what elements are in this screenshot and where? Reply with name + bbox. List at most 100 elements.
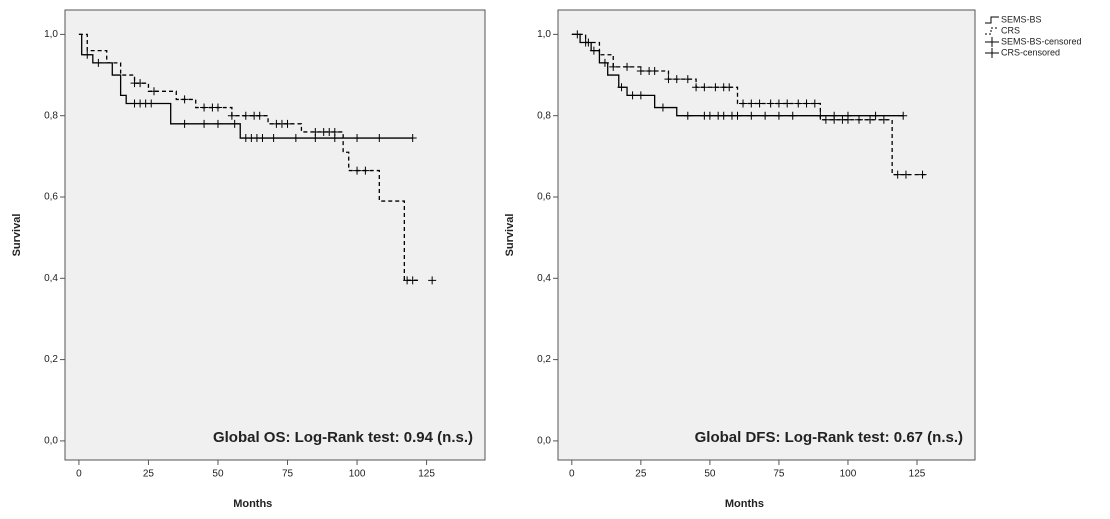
censor-mark [623, 62, 632, 71]
censor-mark [761, 111, 770, 120]
plot-area [557, 9, 976, 461]
y-axis-title: Survival [11, 214, 23, 257]
censor-mark [700, 83, 709, 92]
censor-mark [855, 115, 864, 124]
censor-mark [589, 46, 598, 55]
censor-mark [810, 99, 819, 108]
censor-mark [600, 58, 609, 67]
censor-mark [747, 99, 756, 108]
legend-label: SEMS-BS [1001, 14, 1042, 24]
x-tick-label: 125 [418, 469, 435, 480]
censor-mark [200, 103, 209, 112]
censor-mark [871, 111, 880, 120]
censor-mark [241, 111, 250, 120]
censor-mark [636, 91, 645, 100]
censor-mark [879, 115, 888, 124]
censor-mark [747, 111, 756, 120]
censor-mark [428, 276, 437, 285]
censor-mark [788, 111, 797, 120]
plot-area [64, 9, 486, 461]
censor-mark [794, 99, 803, 108]
censor-mark [705, 111, 714, 120]
censor-mark [893, 170, 902, 179]
censor-mark [150, 87, 159, 96]
censor-mark [816, 111, 825, 120]
censor-mark [918, 170, 927, 179]
censor-mark [683, 111, 692, 120]
x-tick-label: 50 [704, 469, 716, 480]
legend-label: SEMS-BS-censored [1001, 36, 1082, 46]
x-tick-label: 25 [143, 469, 155, 480]
censor-mark [628, 91, 637, 100]
censor-mark [255, 111, 264, 120]
x-tick-label: 75 [282, 469, 294, 480]
legend-label: CRS [1001, 25, 1020, 35]
censor-mark [361, 166, 370, 175]
censor-mark [311, 127, 320, 136]
y-tick-label: 0,8 [44, 110, 58, 121]
x-tick-label: 0 [569, 469, 575, 480]
censor-mark [774, 99, 783, 108]
censor-mark [609, 62, 618, 71]
censor-mark [711, 83, 720, 92]
x-tick-label: 100 [840, 469, 857, 480]
y-tick-label: 0,4 [44, 273, 58, 284]
annotation: Global DFS: Log-Rank test: 0.67 (n.s.) [695, 429, 963, 446]
censor-mark [843, 115, 852, 124]
censor-mark [733, 111, 742, 120]
censor-mark [227, 111, 236, 120]
legend-label: CRS-censored [1001, 47, 1060, 57]
censor-mark [83, 50, 92, 59]
censor-mark [755, 99, 764, 108]
censor-mark [664, 75, 673, 84]
censor-mark [692, 83, 701, 92]
censor-mark [739, 99, 748, 108]
censor-mark [94, 58, 103, 67]
censor-mark [258, 134, 267, 143]
censor-mark [230, 119, 239, 128]
censor-mark [375, 134, 384, 143]
y-tick-label: 1,0 [44, 29, 58, 40]
x-tick-label: 75 [773, 469, 785, 480]
censor-mark [783, 99, 792, 108]
x-axis-title: Months [233, 498, 272, 510]
x-axis-title: Months [725, 498, 764, 510]
censor-mark [866, 115, 875, 124]
censor-mark [821, 115, 830, 124]
censor-mark [901, 170, 910, 179]
y-tick-label: 0,4 [537, 273, 551, 284]
y-tick-label: 0,8 [537, 110, 551, 121]
y-tick-label: 0,2 [44, 354, 58, 365]
legend-symbol [985, 16, 999, 24]
x-tick-label: 50 [212, 469, 224, 480]
censor-mark [353, 166, 362, 175]
censor-mark [774, 111, 783, 120]
censor-mark [408, 276, 417, 285]
censor-mark [330, 127, 339, 136]
x-tick-label: 100 [349, 469, 366, 480]
censor-mark [802, 99, 811, 108]
y-tick-label: 0,0 [44, 436, 58, 447]
censor-mark [658, 103, 667, 112]
censor-mark [180, 95, 189, 104]
censor-mark [830, 115, 839, 124]
censor-mark [725, 83, 734, 92]
y-tick-label: 0,2 [537, 354, 551, 365]
x-tick-label: 0 [76, 469, 82, 480]
y-tick-label: 1,0 [537, 29, 551, 40]
annotation: Global OS: Log-Rank test: 0.94 (n.s.) [213, 429, 473, 446]
censor-mark [650, 66, 659, 75]
censor-mark [683, 75, 692, 84]
censor-mark [672, 75, 681, 84]
censor-mark [719, 111, 728, 120]
censor-mark [147, 99, 156, 108]
censor-mark [180, 119, 189, 128]
legend-symbol [985, 48, 999, 58]
legend-symbol [985, 27, 999, 35]
legend-symbol [985, 37, 999, 47]
y-tick-label: 0,6 [537, 192, 551, 203]
censor-mark [617, 83, 626, 92]
censor-mark [213, 119, 222, 128]
censor-mark [283, 119, 292, 128]
